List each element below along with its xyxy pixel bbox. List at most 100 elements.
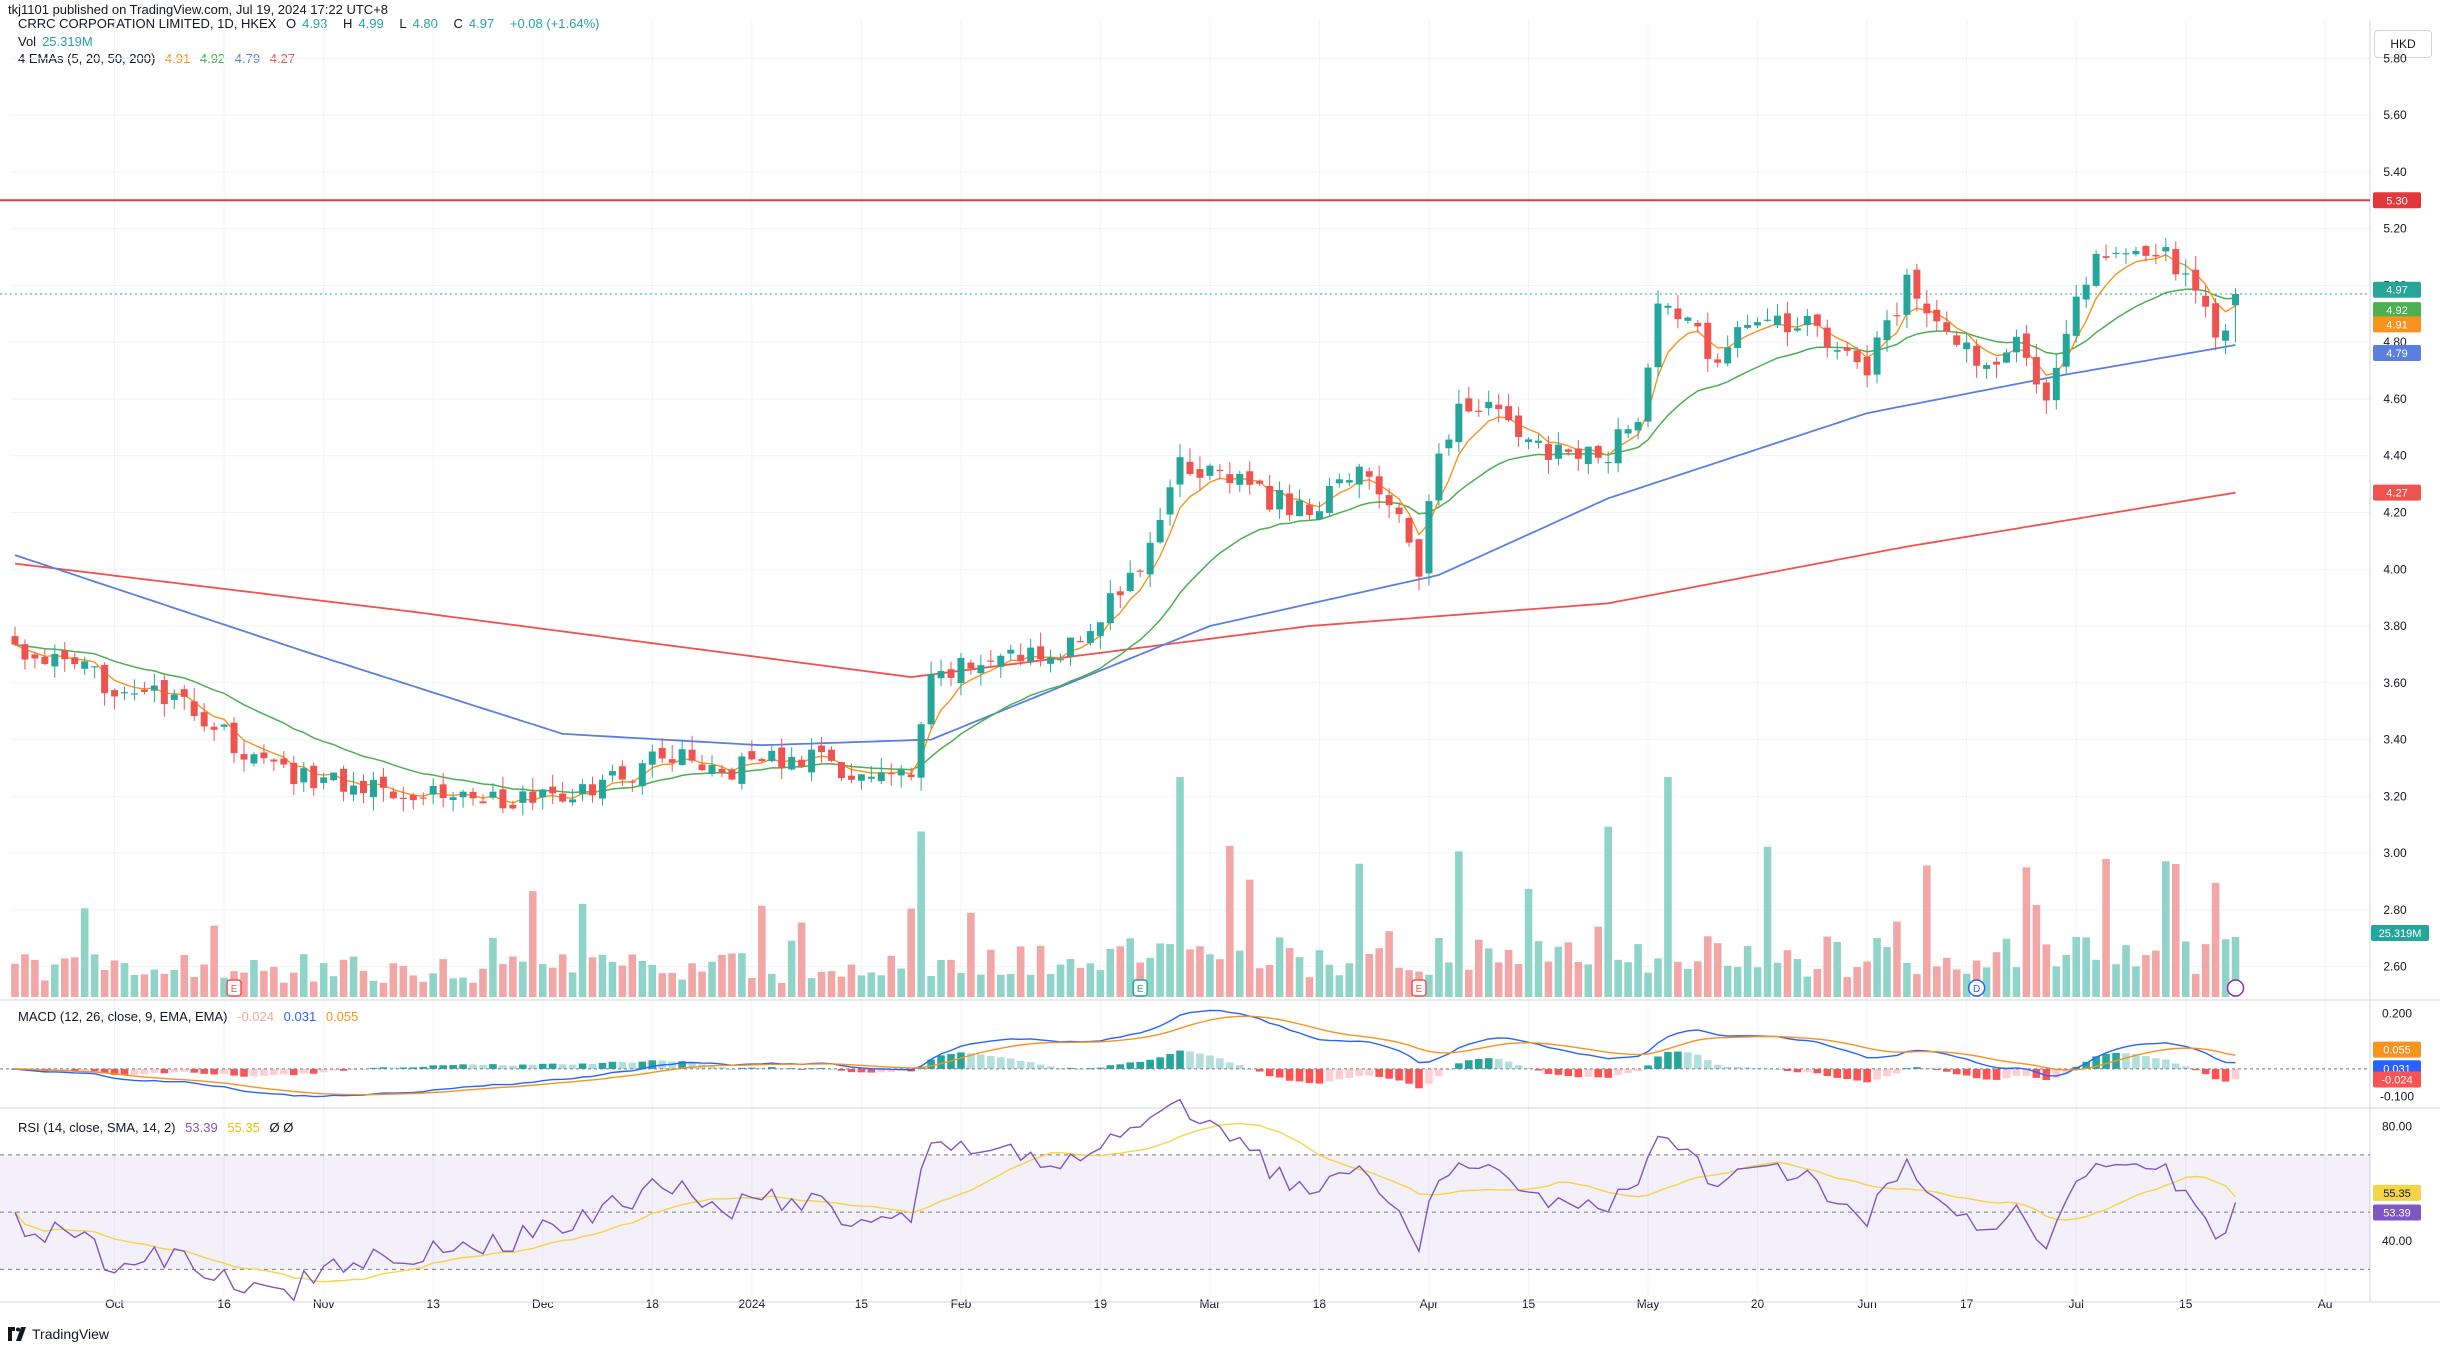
macd-bar (2052, 1068, 2061, 1079)
volume-bar (180, 954, 189, 997)
candle-body (1744, 324, 1752, 328)
candle-body (200, 712, 208, 727)
candle-body (1176, 457, 1184, 485)
candle-body (121, 692, 128, 694)
macd-bar (1096, 1067, 1105, 1069)
macd-badge-text: 0.055 (2383, 1045, 2411, 1057)
volume-bar (588, 957, 597, 997)
macd-bar (1942, 1068, 1951, 1072)
price-tick-label: 3.20 (2383, 789, 2407, 803)
ohlc-high: H 4.99 (343, 16, 384, 31)
candle-body (728, 769, 736, 780)
volume-bar (1206, 954, 1214, 997)
volume-bar (160, 973, 169, 997)
candle-body (608, 771, 616, 776)
macd-badge (2373, 1071, 2421, 1088)
candle-body (170, 694, 178, 700)
macd-bar (469, 1064, 477, 1069)
volume-bar (1514, 964, 1523, 997)
volume-bar (2002, 938, 2011, 997)
candle-body (61, 650, 69, 660)
candle-body (2222, 330, 2230, 341)
volume-bar (409, 975, 418, 997)
macd-bar (1524, 1068, 1533, 1070)
macd-bar (708, 1065, 716, 1069)
volume-bar (1166, 944, 1174, 997)
macd-badge-text: -0.024 (2381, 1075, 2412, 1087)
macd-bar (459, 1064, 467, 1069)
volume-bar (2201, 944, 2210, 997)
candle-body (1923, 303, 1931, 314)
volume-bar (90, 954, 99, 997)
macd-bar (1962, 1068, 1971, 1076)
macd-bar (1455, 1063, 1463, 1069)
volume-bar (2132, 966, 2140, 997)
volume-bar (1395, 967, 1403, 997)
volume-bar (299, 954, 308, 997)
volume-bar (857, 975, 866, 997)
candle-body (1186, 461, 1194, 474)
candle-body (2212, 303, 2220, 338)
volume-bar (947, 959, 955, 997)
macd-bar (857, 1068, 866, 1073)
macd-bar (1624, 1068, 1632, 1074)
macd-bar (877, 1068, 886, 1073)
candle-body (1624, 429, 1632, 434)
candle-body (1734, 327, 1742, 348)
candle-body (977, 665, 985, 674)
candle-body (1604, 461, 1612, 464)
candle-body (2132, 250, 2140, 255)
dividend-marker-label: D (1973, 984, 1980, 995)
volume-bar (618, 965, 627, 997)
volume-bar (1285, 948, 1294, 997)
volume-bar (558, 954, 567, 997)
candle-body (41, 657, 49, 665)
macd-bar (359, 1068, 368, 1070)
ema5-badge (2373, 316, 2421, 333)
candle-body (1086, 631, 1094, 643)
volume-bar (170, 970, 179, 997)
volume-bar (1942, 957, 1951, 997)
macd-bar (1405, 1068, 1413, 1084)
volume-bar (927, 976, 935, 997)
macd-bar (2221, 1068, 2230, 1082)
volume-bar (598, 954, 607, 997)
price-tick-label: 3.60 (2383, 676, 2407, 690)
macd-bar (987, 1055, 995, 1069)
candle-body (1315, 511, 1323, 520)
macd-bar (2102, 1053, 2110, 1069)
candle-body (927, 674, 935, 725)
volume-bar (1455, 851, 1463, 997)
macd-bar (90, 1068, 99, 1072)
macd-bar (130, 1068, 139, 1075)
macd-bar (787, 1068, 796, 1070)
currency-button[interactable]: HKD (2374, 30, 2432, 58)
candle-body (539, 789, 547, 798)
volume-bar (1574, 962, 1583, 997)
tradingview-footer[interactable]: TradingView (8, 1326, 109, 1342)
volume-bar (1484, 948, 1493, 997)
candle-body (310, 765, 318, 789)
macd-line (14, 1009, 2236, 1098)
volume-bar (389, 963, 398, 997)
candle-body (1236, 473, 1244, 485)
earnings-marker-label: E (1416, 984, 1423, 995)
time-tick-label: Oct (105, 1297, 124, 1311)
price-tick-label: 3.40 (2383, 733, 2407, 747)
macd-bar (2152, 1058, 2160, 1069)
macd-bar (1216, 1058, 1224, 1069)
candle-body (1644, 367, 1652, 422)
macd-bar (1176, 1050, 1184, 1069)
volume-bar (2142, 955, 2150, 997)
volume-bar (290, 972, 298, 997)
candle-body (877, 772, 885, 782)
volume-bar (319, 963, 328, 997)
macd-bar (1823, 1068, 1832, 1076)
candle-body (190, 701, 198, 717)
candle-body (439, 784, 447, 799)
candle-body (837, 762, 845, 779)
candle-body (788, 756, 796, 770)
macd-bar (1415, 1068, 1423, 1089)
volume-bar (548, 967, 557, 997)
